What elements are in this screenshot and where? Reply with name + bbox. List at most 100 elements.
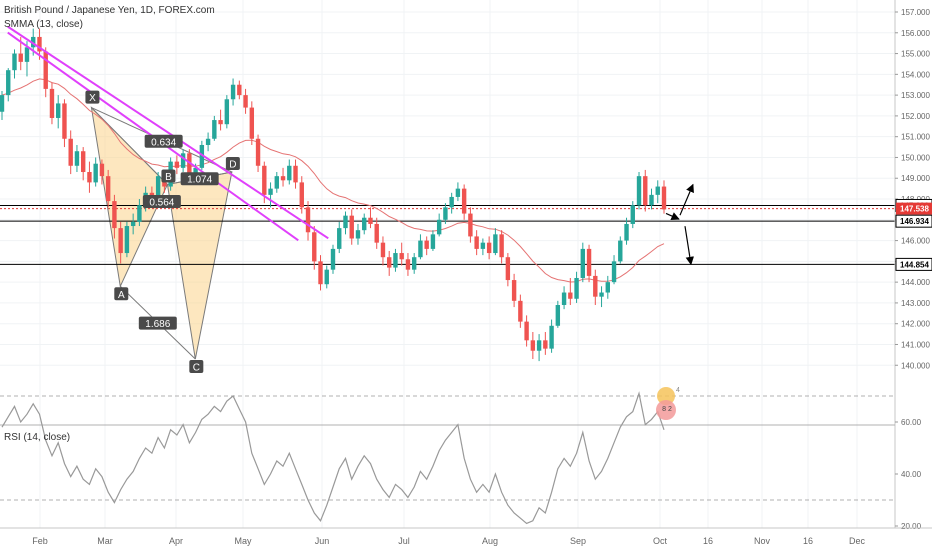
time-tick-label: Jul xyxy=(398,536,410,546)
candle-up xyxy=(536,340,542,351)
smma-path xyxy=(1,78,665,283)
rsi-tick-label: 40.00 xyxy=(901,470,922,479)
candle-down xyxy=(405,259,411,270)
rsi-label: RSI (14, close) xyxy=(4,432,71,443)
candle-down xyxy=(293,165,298,183)
rsi-tick-label: 20.00 xyxy=(901,522,922,531)
price-label-box xyxy=(895,214,932,228)
projection-arrow xyxy=(679,183,694,216)
pattern-point-label-bg xyxy=(225,157,240,171)
price-label: 147.538 xyxy=(900,205,929,214)
pattern-point-label-bg xyxy=(189,360,204,374)
price-label: 144.854 xyxy=(900,260,929,269)
candle-up xyxy=(580,248,586,278)
candle-up xyxy=(611,261,617,283)
price-tick-label: 153.000 xyxy=(901,91,930,100)
candle-down xyxy=(543,340,548,349)
price-label-box xyxy=(895,257,932,271)
pattern-point-label: D xyxy=(229,160,236,171)
pattern-leg xyxy=(91,107,168,185)
pattern-point-label-bg xyxy=(85,90,100,104)
pattern-point-label-bg xyxy=(114,287,129,301)
candle-up xyxy=(330,248,336,270)
price-tick-label: 154.000 xyxy=(901,70,930,79)
ratio-badge-bg xyxy=(142,194,181,208)
candle-down xyxy=(37,36,42,52)
projection-arrows xyxy=(665,183,694,266)
candle-up xyxy=(555,304,561,326)
watermark-logo: 4 8 2 xyxy=(656,387,680,420)
candle-down xyxy=(18,53,23,62)
rsi-line xyxy=(1,391,665,525)
candle-up xyxy=(605,282,610,293)
time-tick-label: 16 xyxy=(703,536,713,546)
ratio-badge-bg xyxy=(180,172,219,186)
price-tick-label: 144.000 xyxy=(901,278,930,287)
candle-up xyxy=(574,277,579,299)
candle-up xyxy=(455,188,461,197)
candle-up xyxy=(624,223,629,241)
candle-down xyxy=(299,182,304,208)
candle-down xyxy=(312,232,317,262)
candle-down xyxy=(105,176,111,202)
ratio-badge: 0.634 xyxy=(151,137,176,148)
candle-up xyxy=(449,196,454,208)
time-tick-label: Sep xyxy=(570,536,586,546)
time-tick-label: Aug xyxy=(482,536,498,546)
candle-down xyxy=(505,257,511,281)
logo-mark: 8 2 xyxy=(662,406,672,413)
candle-up xyxy=(324,269,329,285)
candle-up xyxy=(337,228,342,249)
candle-down xyxy=(43,51,48,89)
candles xyxy=(0,28,667,362)
candle-up xyxy=(362,217,367,231)
candle-down xyxy=(643,176,648,206)
candle-down xyxy=(468,213,473,237)
candle-down xyxy=(255,138,261,166)
candle-down xyxy=(474,236,479,249)
candle-up xyxy=(480,242,486,249)
candle-up xyxy=(155,176,161,200)
price-label: 146.934 xyxy=(900,217,929,226)
chart-title: British Pound / Japanese Yen, 1D, FOREX.… xyxy=(4,5,215,16)
price-tick-label: 157.000 xyxy=(901,8,930,17)
logo-circle-top xyxy=(657,387,675,405)
price-tick-label: 149.000 xyxy=(901,174,930,183)
candle-down xyxy=(249,107,255,139)
candle-down xyxy=(243,95,248,108)
candle-up xyxy=(137,205,142,222)
candle-down xyxy=(349,215,354,239)
pattern-point-label: X xyxy=(89,93,96,104)
candle-up xyxy=(599,292,604,297)
price-tick-label: 143.000 xyxy=(901,299,930,308)
candle-up xyxy=(393,253,398,268)
time-tick-label: 16 xyxy=(803,536,813,546)
candle-down xyxy=(661,186,667,210)
candle-up xyxy=(636,176,642,206)
candle-down xyxy=(586,248,592,276)
rsi-pane: 20.00 40.00 60.00 xyxy=(0,391,922,531)
candle-up xyxy=(655,186,660,195)
pattern-point-label: A xyxy=(118,290,125,301)
candle-up xyxy=(0,95,5,112)
candle-up xyxy=(205,138,211,145)
rsi-tick-label: 60.00 xyxy=(901,418,922,427)
time-tick-label: Apr xyxy=(169,536,183,546)
candle-down xyxy=(387,257,392,268)
price-tick-label: 151.000 xyxy=(901,133,930,142)
candle-down xyxy=(499,234,504,258)
candle-up xyxy=(212,120,217,139)
time-tick-label: Jun xyxy=(315,536,330,546)
ratio-badge: 1.686 xyxy=(145,319,170,330)
candle-down xyxy=(399,253,404,260)
candle-down xyxy=(237,84,242,96)
projection-arrow xyxy=(665,212,680,220)
candle-down xyxy=(530,340,536,351)
logo-mark: 4 xyxy=(676,387,680,394)
candle-up xyxy=(199,144,205,168)
price-label-box xyxy=(896,202,932,215)
candle-up xyxy=(31,36,36,48)
candle-down xyxy=(524,321,529,341)
candle-down xyxy=(280,176,286,181)
